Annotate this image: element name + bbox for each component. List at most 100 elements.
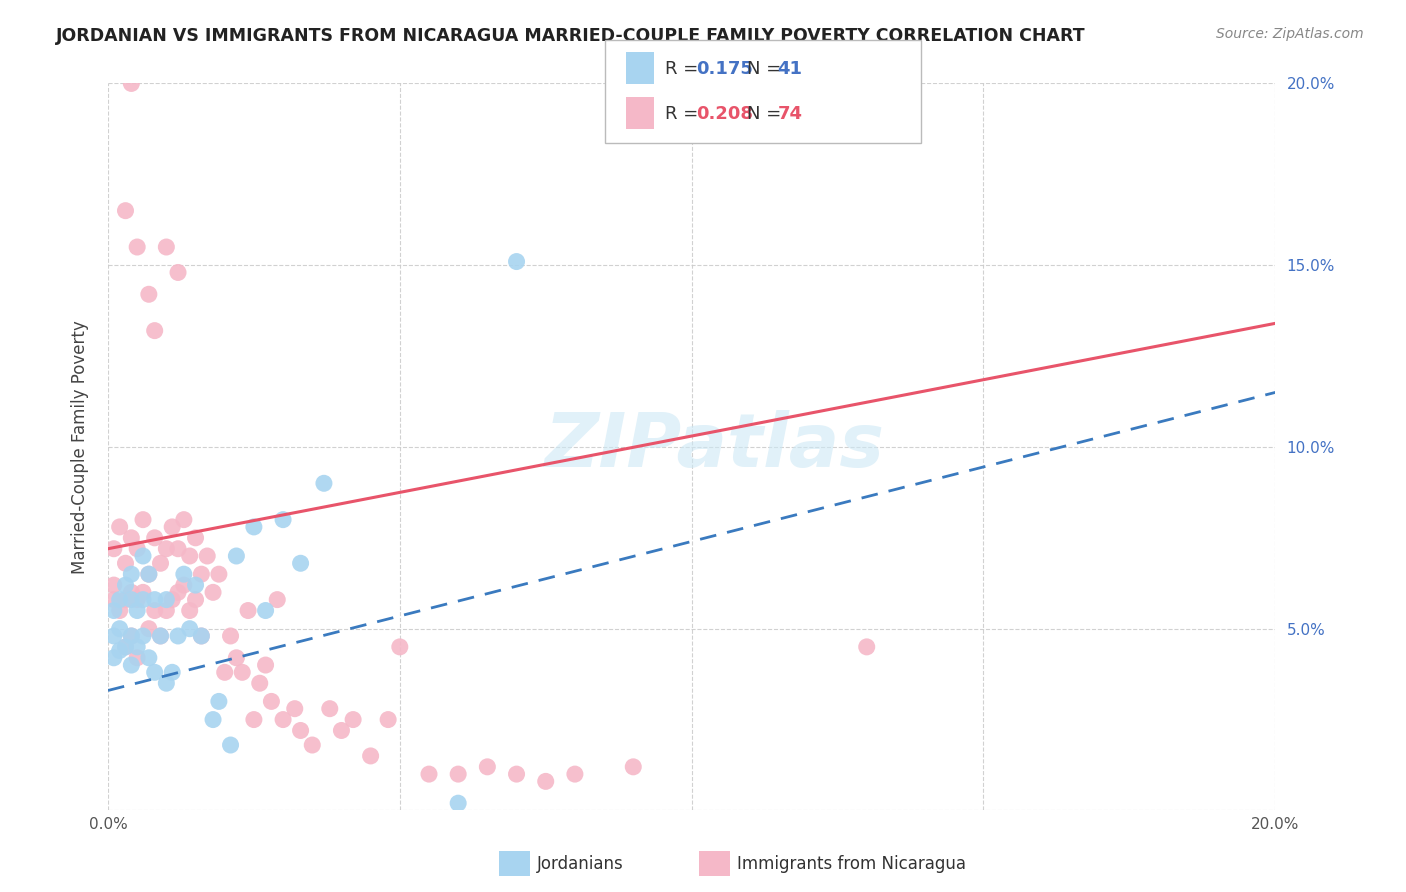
Point	[138, 622, 160, 636]
Point	[231, 665, 253, 680]
Text: 0.208: 0.208	[696, 105, 754, 123]
Point	[155, 240, 177, 254]
Text: 74: 74	[778, 105, 803, 123]
Point	[160, 665, 183, 680]
Point	[505, 254, 527, 268]
Point	[225, 650, 247, 665]
Point	[179, 622, 201, 636]
Point	[219, 738, 242, 752]
Point	[254, 603, 277, 617]
Point	[184, 578, 207, 592]
Point	[179, 603, 201, 617]
Point	[138, 287, 160, 301]
Point	[564, 767, 586, 781]
Point	[120, 592, 142, 607]
Point	[132, 585, 155, 599]
Point	[132, 549, 155, 563]
Point	[249, 676, 271, 690]
Point	[208, 567, 231, 582]
Point	[127, 603, 149, 617]
Point	[108, 520, 131, 534]
Text: N =: N =	[747, 60, 786, 78]
Point	[160, 520, 183, 534]
Point	[236, 603, 259, 617]
Point	[167, 585, 190, 599]
Point	[103, 603, 125, 617]
Point	[330, 723, 353, 738]
Point	[418, 767, 440, 781]
Point	[447, 767, 470, 781]
Point	[184, 531, 207, 545]
Point	[103, 650, 125, 665]
Point	[103, 629, 125, 643]
Point	[132, 629, 155, 643]
Point	[254, 658, 277, 673]
Point	[132, 513, 155, 527]
Point	[143, 665, 166, 680]
Point	[621, 760, 644, 774]
Point	[103, 578, 125, 592]
Point	[149, 629, 172, 643]
Point	[120, 629, 142, 643]
Point	[114, 592, 136, 607]
Point	[290, 556, 312, 570]
Point	[143, 531, 166, 545]
Point	[108, 622, 131, 636]
Point	[179, 549, 201, 563]
Point	[208, 694, 231, 708]
Point	[319, 701, 342, 715]
Point	[312, 476, 335, 491]
Point	[271, 713, 294, 727]
Point	[388, 640, 411, 654]
Point	[505, 767, 527, 781]
Point	[534, 774, 557, 789]
Point	[120, 629, 142, 643]
Point	[225, 549, 247, 563]
Point	[167, 265, 190, 279]
Point	[138, 567, 160, 582]
Point	[127, 592, 149, 607]
Point	[219, 629, 242, 643]
Point	[195, 549, 218, 563]
Point	[127, 541, 149, 556]
Point	[138, 650, 160, 665]
Point	[271, 513, 294, 527]
Text: Jordanians: Jordanians	[537, 855, 624, 873]
Point	[260, 694, 283, 708]
Point	[103, 541, 125, 556]
Point	[143, 592, 166, 607]
Point	[114, 556, 136, 570]
Point	[120, 567, 142, 582]
Point	[143, 603, 166, 617]
Point	[114, 640, 136, 654]
Point	[138, 567, 160, 582]
Point	[114, 203, 136, 218]
Point	[149, 556, 172, 570]
Point	[120, 585, 142, 599]
Point	[266, 592, 288, 607]
Text: JORDANIAN VS IMMIGRANTS FROM NICARAGUA MARRIED-COUPLE FAMILY POVERTY CORRELATION: JORDANIAN VS IMMIGRANTS FROM NICARAGUA M…	[56, 27, 1085, 45]
Point	[243, 713, 266, 727]
Point	[855, 640, 877, 654]
Point	[301, 738, 323, 752]
Point	[173, 578, 195, 592]
Point	[202, 585, 225, 599]
Point	[202, 713, 225, 727]
Point	[155, 603, 177, 617]
Point	[284, 701, 307, 715]
Point	[114, 640, 136, 654]
Text: R =: R =	[665, 105, 704, 123]
Point	[120, 531, 142, 545]
Point	[132, 592, 155, 607]
Point	[167, 541, 190, 556]
Point	[173, 567, 195, 582]
Point	[120, 658, 142, 673]
Point	[127, 640, 149, 654]
Text: 41: 41	[778, 60, 803, 78]
Point	[360, 748, 382, 763]
Point	[127, 650, 149, 665]
Point	[167, 629, 190, 643]
Point	[155, 676, 177, 690]
Point	[447, 796, 470, 810]
Point	[149, 629, 172, 643]
